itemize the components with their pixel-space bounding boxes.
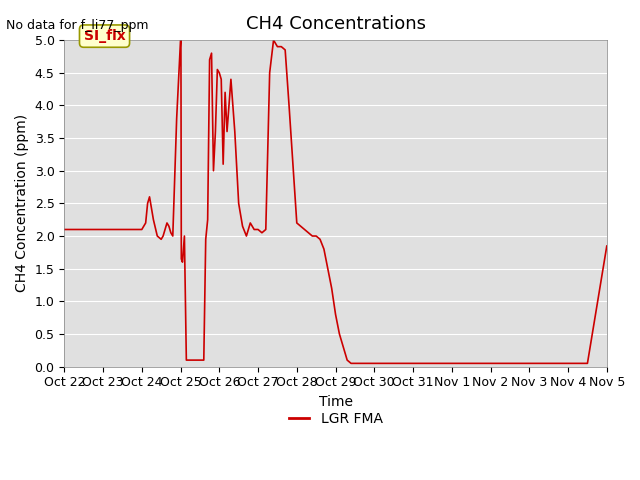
Legend: LGR FMA: LGR FMA bbox=[283, 407, 388, 432]
Y-axis label: CH4 Concentration (ppm): CH4 Concentration (ppm) bbox=[15, 114, 29, 292]
Text: SI_flx: SI_flx bbox=[84, 29, 125, 43]
X-axis label: Time: Time bbox=[319, 395, 353, 409]
Title: CH4 Concentrations: CH4 Concentrations bbox=[246, 15, 426, 33]
Text: No data for f_li77_ppm: No data for f_li77_ppm bbox=[6, 19, 149, 32]
